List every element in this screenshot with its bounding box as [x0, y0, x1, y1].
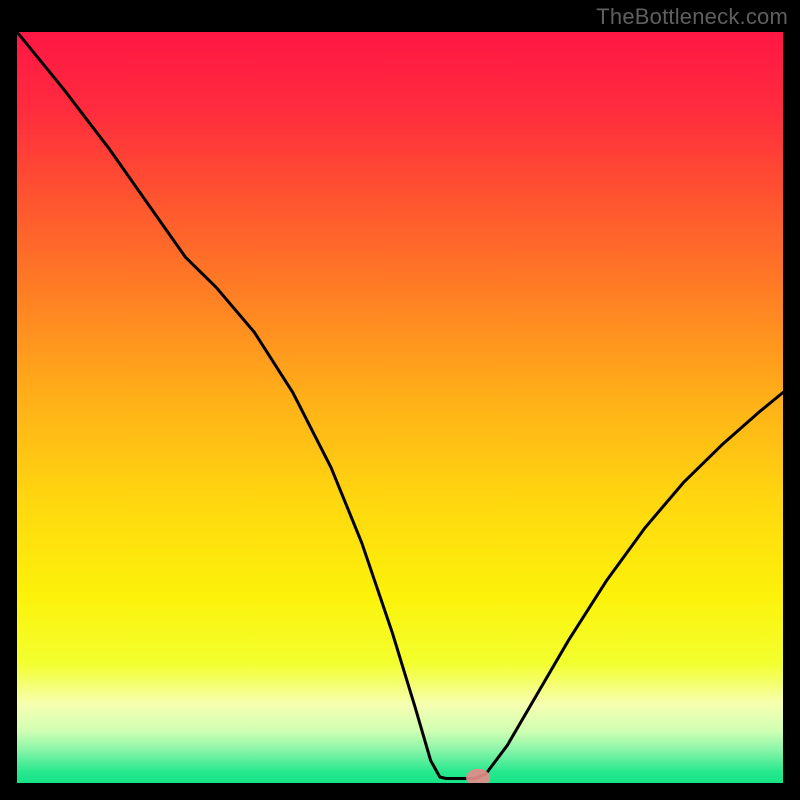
watermark-text: TheBottleneck.com: [596, 4, 788, 30]
bottleneck-chart: [17, 32, 783, 783]
chart-background: [17, 32, 783, 783]
chart-frame: [17, 32, 783, 783]
